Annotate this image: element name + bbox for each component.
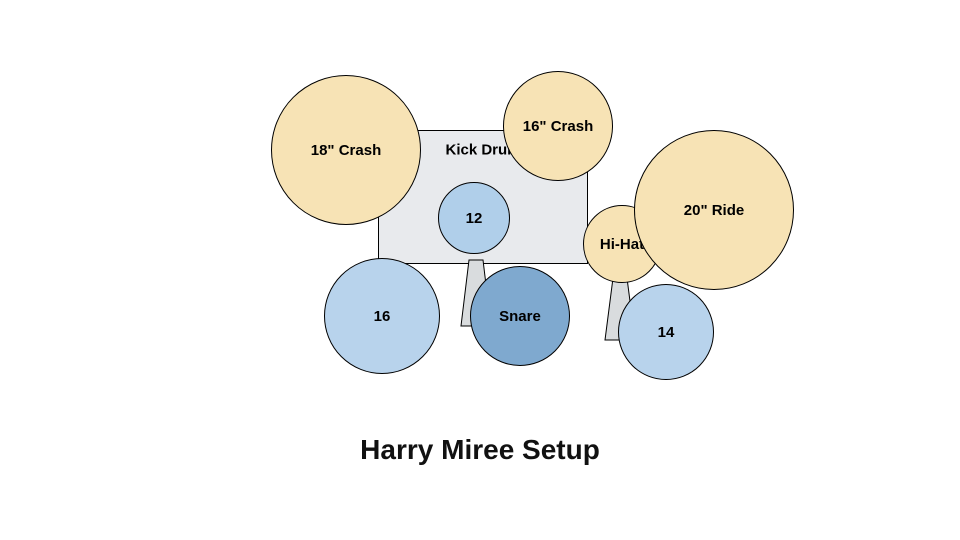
- drum-diagram: Kick Drum16Snare141218" Crash16" CrashHi…: [0, 0, 960, 540]
- crash-16: 16" Crash: [503, 71, 613, 181]
- tom-12-label: 12: [466, 210, 483, 227]
- tom-14-label: 14: [658, 324, 675, 341]
- tom-12: 12: [438, 182, 510, 254]
- tom-14: 14: [618, 284, 714, 380]
- hi-hat-label: Hi-Hat: [600, 236, 644, 253]
- ride-20: 20" Ride: [634, 130, 794, 290]
- tom-16: 16: [324, 258, 440, 374]
- tom-16-label: 16: [374, 308, 391, 325]
- snare: Snare: [470, 266, 570, 366]
- ride-20-label: 20" Ride: [684, 202, 744, 219]
- diagram-title: Harry Miree Setup: [360, 434, 600, 466]
- crash-18: 18" Crash: [271, 75, 421, 225]
- snare-label: Snare: [499, 308, 541, 325]
- crash-16-label: 16" Crash: [523, 118, 593, 135]
- crash-18-label: 18" Crash: [311, 142, 381, 159]
